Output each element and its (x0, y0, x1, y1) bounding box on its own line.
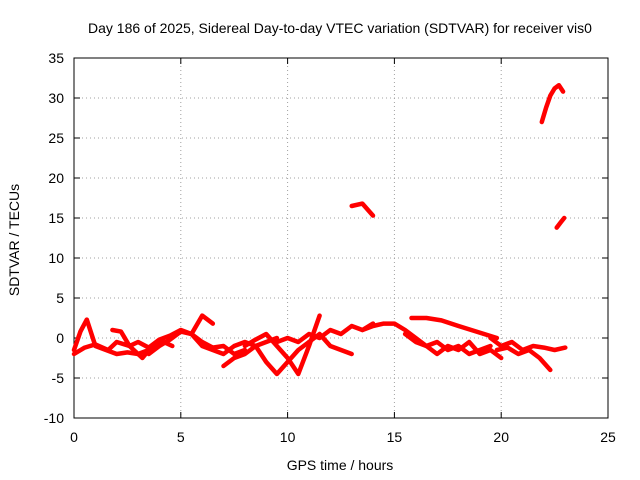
y-axis: -10 -5 0 5 10 15 20 25 30 35 (44, 50, 608, 426)
plot-frame (73, 57, 609, 419)
series-sat-track-m (402, 331, 504, 361)
x-tick-label: 20 (493, 429, 509, 445)
x-axis: 0 5 10 15 20 25 (70, 58, 616, 445)
y-tick-label: 0 (56, 330, 64, 346)
x-tick-label: 0 (70, 429, 78, 445)
series-sat-track-n (488, 335, 568, 353)
series-sat-track-l (409, 315, 500, 341)
x-tick-label: 25 (600, 429, 616, 445)
series-sat-track-j (349, 201, 376, 218)
y-tick-label: 35 (48, 50, 64, 66)
y-tick-label: 20 (48, 170, 64, 186)
series-sat-track-f (221, 339, 312, 377)
y-tick-label: 10 (48, 250, 64, 266)
y-tick-label: -10 (44, 410, 64, 426)
series-sat-track-p (539, 82, 566, 125)
series-sat-track-g (242, 313, 322, 377)
chart-title: Day 186 of 2025, Sidereal Day-to-day VTE… (88, 20, 592, 36)
y-tick-label: 15 (48, 210, 64, 226)
x-tick-label: 10 (280, 429, 296, 445)
x-axis-label: GPS time / hours (287, 457, 394, 473)
y-tick-label: 25 (48, 130, 64, 146)
series-sat-track-h (274, 321, 376, 345)
y-tick-label: 5 (56, 290, 64, 306)
grid (74, 58, 608, 418)
series-sat-track-c (110, 313, 216, 350)
y-tick-label: -5 (52, 370, 65, 386)
x-tick-label: 15 (387, 429, 403, 445)
y-tick-label: 30 (48, 90, 64, 106)
data-series (71, 82, 568, 377)
x-tick-label: 5 (177, 429, 185, 445)
series-sat-track-e (189, 331, 280, 357)
series-sat-track-i (306, 331, 354, 357)
series-sat-track-o (494, 345, 553, 373)
y-axis-label: SDTVAR / TECUs (6, 184, 22, 296)
series-sat-track-q (554, 215, 567, 230)
